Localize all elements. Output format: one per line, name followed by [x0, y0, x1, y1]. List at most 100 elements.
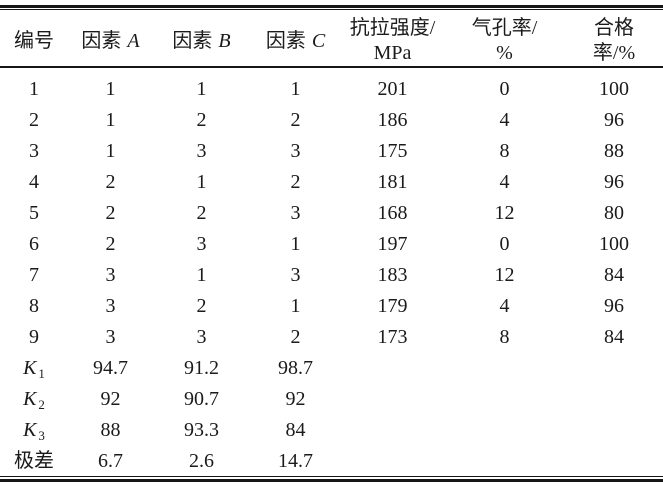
factor-a-symbol: A — [127, 29, 140, 52]
table-cell: 4 — [499, 294, 510, 317]
table-cell: 90.7 — [184, 387, 219, 410]
table-cell: 8 — [29, 294, 39, 317]
table-cell: 1 — [196, 170, 207, 193]
table-cell: 92 — [285, 387, 306, 410]
table-cell: 88 — [100, 418, 121, 441]
table-cell: 6.7 — [98, 449, 123, 472]
table-cell: 96 — [604, 294, 624, 317]
col-header-number-label: 编号 — [14, 29, 54, 52]
table-cell: 2 — [196, 294, 207, 317]
header-row: 编号 因素 A 因素 B 因素 C 抗拉强度/ MPa 气孔率/ % — [0, 10, 663, 68]
table-cell: 9 — [29, 325, 39, 348]
k-subscript: 3 — [38, 427, 45, 443]
summary-row: 极差 6.7 2.6 14.7 — [0, 445, 663, 476]
table-cell: 80 — [604, 201, 624, 224]
table-cell-empty — [565, 414, 663, 445]
table-cell: 2 — [290, 325, 301, 348]
table-body: 1 1 1 1 201 0 100 2 1 2 2 186 4 96 3 1 3 3 175 8 88 4 2 1 2 181 4 9… — [0, 67, 663, 476]
table-cell: 88 — [604, 139, 624, 162]
col-header-number: 编号 — [0, 10, 68, 68]
table-cell: 3 — [196, 325, 207, 348]
table-cell: 186 — [377, 108, 408, 131]
table-top-rule — [0, 5, 663, 10]
pass-rate-line1: 合格 — [594, 17, 634, 39]
data-row: 7 3 1 3 183 12 84 — [0, 259, 663, 290]
k-symbol: K — [23, 356, 37, 379]
table-cell: 100 — [599, 232, 629, 255]
table-cell-empty — [565, 383, 663, 414]
table-cell: 2 — [196, 201, 207, 224]
table-cell: 1 — [105, 108, 116, 131]
table-cell: 6 — [29, 232, 39, 255]
porosity-line2: % — [496, 42, 513, 64]
table-cell: 84 — [604, 263, 624, 286]
summary-row: K 3 88 93.3 84 — [0, 414, 663, 445]
table-cell-empty — [341, 414, 444, 445]
factor-label: 因素 — [81, 29, 122, 52]
table-cell-empty — [444, 445, 565, 476]
table-cell: 8 — [499, 139, 510, 162]
table-cell-empty — [565, 352, 663, 383]
table-cell: 12 — [494, 201, 515, 224]
table-cell: 197 — [377, 232, 408, 255]
table-header: 编号 因素 A 因素 B 因素 C 抗拉强度/ MPa 气孔率/ % — [0, 10, 663, 68]
orthogonal-experiment-table: 编号 因素 A 因素 B 因素 C 抗拉强度/ MPa 气孔率/ % — [0, 10, 663, 476]
table-cell-empty — [341, 352, 444, 383]
porosity-line1: 气孔率/ — [471, 17, 538, 39]
table-cell: 1 — [196, 263, 207, 286]
col-header-pass-rate: 合格 率/% — [565, 10, 663, 68]
data-row: 5 2 2 3 168 12 80 — [0, 197, 663, 228]
k-symbol: K — [23, 418, 37, 441]
table-cell-empty — [341, 383, 444, 414]
table-cell: 1 — [290, 294, 301, 317]
table-cell: 168 — [377, 201, 408, 224]
factor-c-symbol: C — [311, 29, 326, 52]
table-cell: 3 — [105, 263, 116, 286]
k-subscript: 2 — [38, 396, 45, 412]
table-cell: 2 — [290, 108, 301, 131]
col-header-factor-c: 因素 C — [250, 10, 341, 68]
factor-label: 因素 — [172, 29, 213, 52]
k-symbol: K — [23, 387, 37, 410]
table-cell: 3 — [196, 232, 207, 255]
factor-label: 因素 — [265, 29, 306, 52]
data-row: 3 1 3 3 175 8 88 — [0, 135, 663, 166]
table-cell: 3 — [290, 139, 301, 162]
data-row: 8 3 2 1 179 4 96 — [0, 290, 663, 321]
table-cell: 4 — [499, 108, 510, 131]
table-cell: 0 — [499, 232, 510, 255]
table-cell-empty — [444, 414, 565, 445]
summary-row: K 2 92 90.7 92 — [0, 383, 663, 414]
table-cell: 179 — [377, 294, 408, 317]
table-cell: 96 — [604, 108, 624, 131]
table-cell: 2.6 — [189, 449, 214, 472]
table-cell-empty — [444, 352, 565, 383]
table-cell: 175 — [377, 139, 408, 162]
col-header-factor-a: 因素 A — [68, 10, 153, 68]
data-row: 2 1 2 2 186 4 96 — [0, 104, 663, 135]
table-bottom-rule — [0, 476, 663, 482]
table-cell: 201 — [377, 78, 408, 100]
table-cell: 3 — [290, 263, 301, 286]
table-cell: 1 — [290, 78, 301, 100]
table-cell: 1 — [105, 139, 116, 162]
tensile-strength-line1: 抗拉强度/ — [349, 17, 436, 39]
col-header-porosity: 气孔率/ % — [444, 10, 565, 68]
table-cell: 98.7 — [278, 356, 313, 379]
data-row: 1 1 1 1 201 0 100 — [0, 67, 663, 104]
table-cell: 4 — [499, 170, 510, 193]
table-cell: 8 — [499, 325, 510, 348]
data-row: 9 3 3 2 173 8 84 — [0, 321, 663, 352]
table-cell: 3 — [29, 139, 39, 162]
table-cell: 2 — [196, 108, 207, 131]
summary-row: K 1 94.7 91.2 98.7 — [0, 352, 663, 383]
table-cell: 183 — [377, 263, 408, 286]
table-cell: 4 — [29, 170, 39, 193]
table-cell: 1 — [290, 232, 301, 255]
k-subscript: 1 — [38, 365, 45, 381]
data-row: 6 2 3 1 197 0 100 — [0, 228, 663, 259]
table-cell: 1 — [29, 78, 39, 100]
table-cell: 100 — [599, 78, 629, 100]
